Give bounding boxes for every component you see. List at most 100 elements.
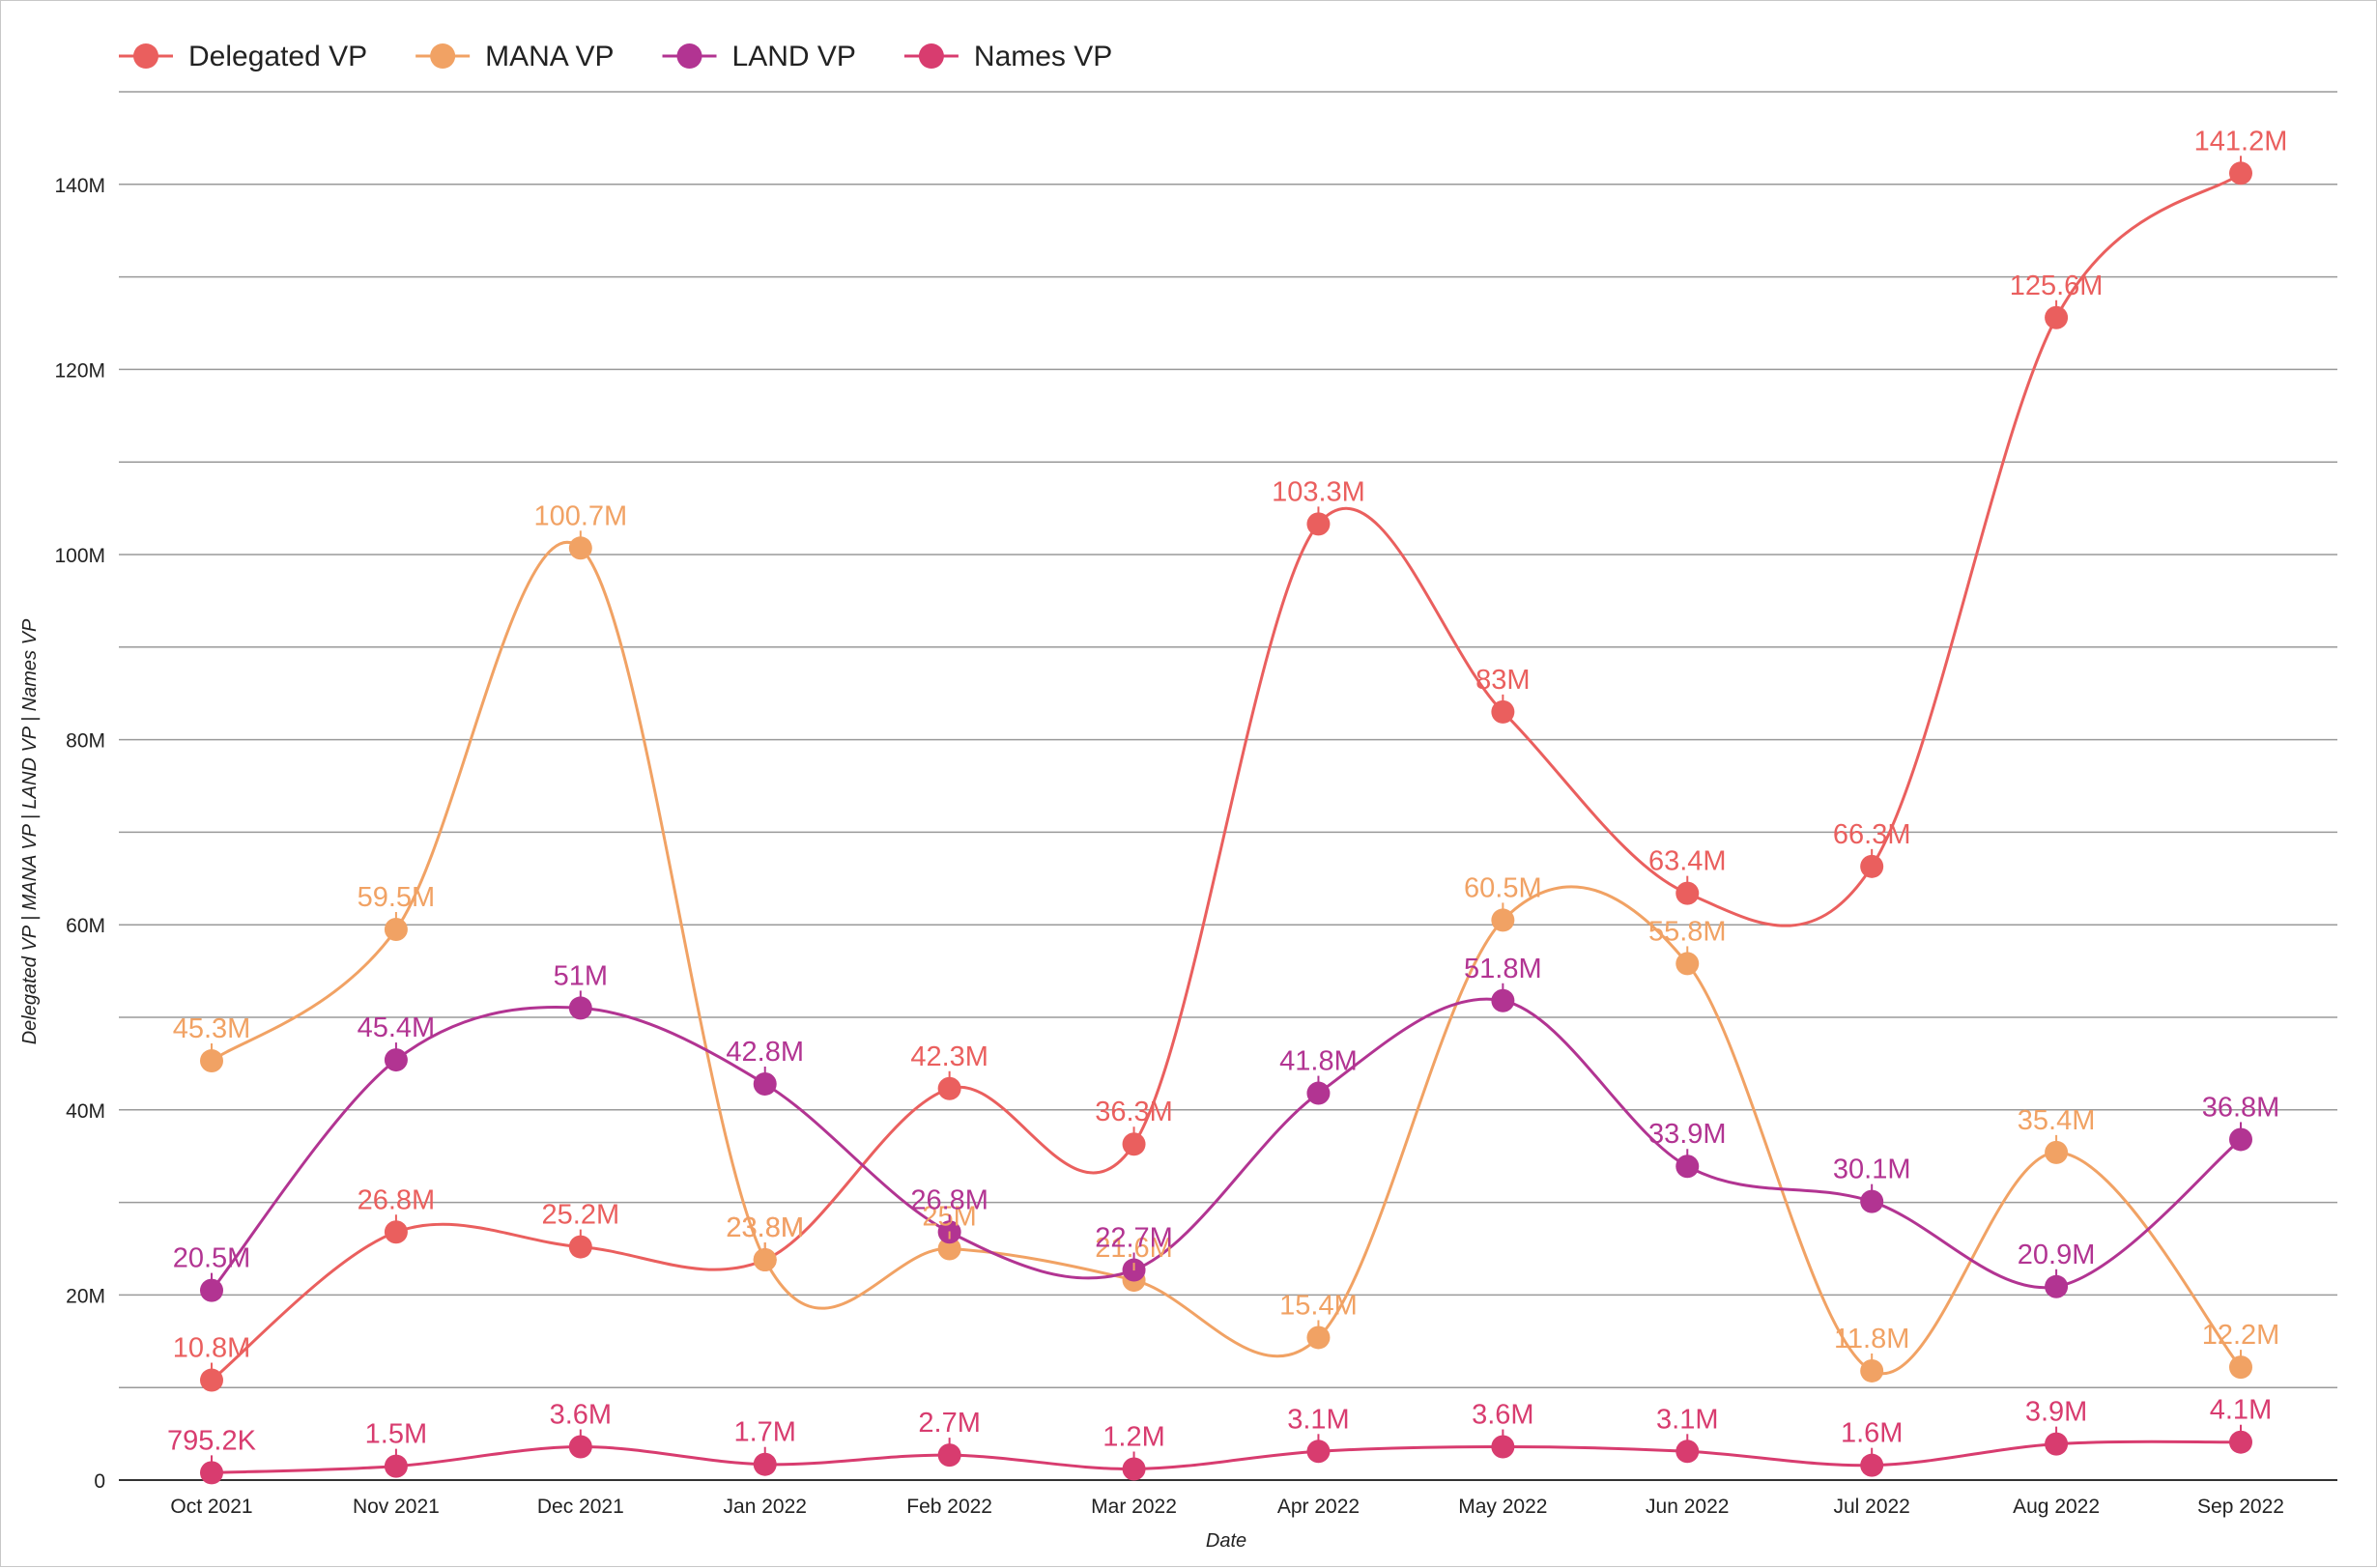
mana-vp-point[interactable] (1306, 1326, 1331, 1350)
delegated-vp-point[interactable] (1306, 512, 1331, 536)
series-points (200, 161, 2252, 1485)
delegated-vp-data-label: 63.4M (1648, 846, 1727, 877)
delegated-vp-data-label: 23.8M (726, 1212, 804, 1243)
delegated-vp-point[interactable] (200, 1368, 223, 1392)
land-vp-point[interactable] (200, 1278, 223, 1302)
names-vp-point[interactable] (2229, 1430, 2252, 1454)
x-axis-ticks: Oct 2021 Nov 2021 Dec 2021 Jan 2022 Feb 2022… (170, 1496, 2284, 1518)
delegated-vp-data-label: 10.8M (173, 1333, 251, 1364)
legend-swatch-marker (430, 43, 456, 69)
names-vp-point[interactable] (937, 1443, 961, 1468)
names-vp-point[interactable] (753, 1452, 777, 1476)
names-vp-data-label: 3.1M (1656, 1404, 1718, 1435)
x-tick-label: Nov 2021 (353, 1496, 440, 1518)
delegated-vp-data-label: 25.2M (542, 1200, 620, 1231)
mana-vp-point[interactable] (568, 536, 592, 560)
land-vp-data-label: 41.8M (1279, 1046, 1358, 1077)
names-vp-data-label: 795.2K (167, 1425, 257, 1456)
names-vp-data-label: 2.7M (918, 1408, 980, 1439)
names-vp-point[interactable] (1675, 1440, 1700, 1464)
land-vp-point[interactable] (1860, 1189, 1884, 1213)
names-vp-point[interactable] (1860, 1453, 1884, 1477)
y-tick-label: 120M (54, 359, 105, 382)
series-lines (210, 172, 2243, 1474)
mana-vp-point[interactable] (2229, 1355, 2252, 1380)
mana-vp-data-label: 55.8M (1648, 916, 1727, 947)
land-vp-point[interactable] (753, 1071, 777, 1096)
land-vp-point[interactable] (2045, 1274, 2069, 1298)
land-vp-point[interactable] (1675, 1155, 1700, 1179)
names-vp-point[interactable] (1306, 1440, 1331, 1464)
mana-vp-data-label: 15.4M (1279, 1290, 1358, 1321)
delegated-vp-point[interactable] (1491, 699, 1515, 724)
mana-vp-point[interactable] (200, 1049, 223, 1073)
legend-label: Names VP (974, 41, 1112, 72)
legend-item-mana-vp[interactable]: MANA VP (415, 41, 615, 72)
y-tick-label: 60M (66, 915, 105, 937)
data-labels: 10.8M 26.8M 25.2M 23.8M 42.3M 36.3M 103.3M 83M 6… (167, 126, 2287, 1464)
legend-item-names-vp[interactable]: Names VP (903, 41, 1112, 72)
land-vp-data-label: 30.1M (1833, 1155, 1911, 1185)
mana-vp-point[interactable] (937, 1237, 961, 1261)
delegated-vp-point[interactable] (1860, 854, 1884, 878)
names-vp-data-label: 1.6M (1841, 1418, 1903, 1449)
land-vp-data-label: 51.8M (1464, 954, 1542, 984)
names-vp-data-label: 1.5M (365, 1419, 427, 1450)
land-vp-point[interactable] (384, 1048, 408, 1072)
x-tick-label: Mar 2022 (1091, 1496, 1177, 1518)
y-tick-label: 140M (54, 175, 105, 197)
x-tick-label: Feb 2022 (906, 1496, 992, 1518)
delegated-vp-point[interactable] (2045, 305, 2069, 329)
x-tick-label: Sep 2022 (2197, 1496, 2284, 1518)
land-vp-data-label: 22.7M (1095, 1223, 1173, 1254)
mana-vp-point[interactable] (753, 1247, 777, 1271)
x-tick-label: May 2022 (1458, 1496, 1547, 1518)
mana-vp-point[interactable] (1860, 1358, 1884, 1383)
legend-swatch-marker (676, 43, 702, 69)
legend-item-delegated-vp[interactable]: Delegated VP (119, 41, 367, 72)
names-vp-point[interactable] (1122, 1457, 1146, 1481)
mana-vp-point[interactable] (384, 917, 408, 941)
land-vp-data-label: 36.8M (2202, 1092, 2280, 1123)
delegated-vp-point[interactable] (1675, 881, 1700, 905)
legend[interactable]: Delegated VP MANA VP LAND VP Names VP (119, 41, 1112, 72)
x-axis-title: Date (1206, 1530, 1246, 1552)
mana-vp-data-label: 60.5M (1464, 872, 1542, 903)
delegated-vp-point[interactable] (568, 1235, 592, 1259)
land-vp-data-label: 33.9M (1648, 1119, 1727, 1150)
names-vp-data-label: 3.6M (550, 1400, 612, 1431)
mana-vp-point[interactable] (1491, 908, 1515, 932)
land-vp-data-label: 20.5M (173, 1243, 251, 1274)
delegated-vp-point[interactable] (2229, 161, 2252, 185)
land-vp-point[interactable] (1491, 988, 1515, 1012)
names-vp-point[interactable] (384, 1454, 408, 1478)
x-tick-label: Jul 2022 (1833, 1496, 1909, 1518)
x-tick-label: Jan 2022 (724, 1496, 807, 1518)
land-vp-point[interactable] (2229, 1127, 2252, 1152)
mana-vp-data-label: 45.3M (173, 1013, 251, 1044)
land-vp-data-label: 45.4M (358, 1012, 436, 1043)
names-vp-point[interactable] (2045, 1432, 2069, 1456)
x-tick-label: Jun 2022 (1646, 1496, 1729, 1518)
legend-item-land-vp[interactable]: LAND VP (662, 41, 856, 72)
delegated-vp-point[interactable] (384, 1220, 408, 1244)
delegated-vp-data-label: 26.8M (358, 1184, 436, 1215)
land-vp-point[interactable] (568, 996, 592, 1020)
delegated-vp-data-label: 42.3M (910, 1041, 988, 1072)
names-vp-point[interactable] (568, 1435, 592, 1459)
y-axis-ticks: 0 20M 40M 60M 80M 100M 120M 140M (54, 175, 105, 1493)
land-vp-line (210, 997, 2242, 1292)
gridlines (119, 91, 2337, 1481)
legend-swatch-marker (133, 43, 158, 69)
delegated-vp-data-label: 125.6M (2010, 271, 2104, 301)
names-vp-point[interactable] (1491, 1435, 1515, 1459)
land-vp-point[interactable] (1306, 1081, 1331, 1105)
delegated-vp-point[interactable] (937, 1076, 961, 1100)
mana-vp-point[interactable] (2045, 1140, 2069, 1164)
mana-vp-point[interactable] (1675, 952, 1700, 976)
mana-vp-data-label: 11.8M (1834, 1324, 1909, 1354)
names-vp-point[interactable] (200, 1461, 223, 1485)
delegated-vp-point[interactable] (1122, 1132, 1146, 1156)
land-vp-data-label: 26.8M (910, 1184, 988, 1215)
delegated-vp-data-label: 66.3M (1833, 819, 1911, 850)
